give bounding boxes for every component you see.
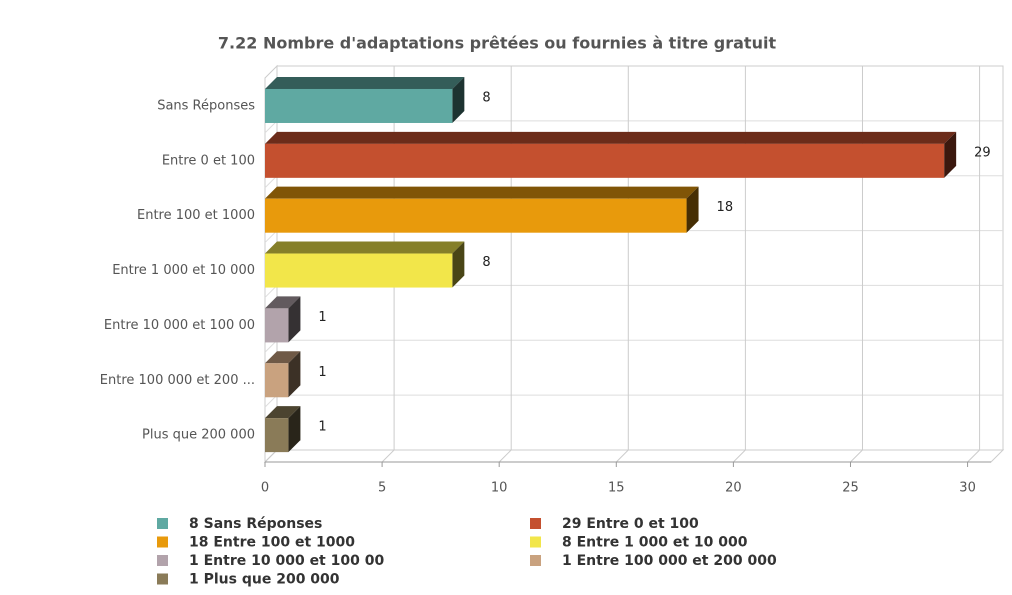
grid-line: [381, 449, 395, 463]
y-tick-label: Entre 10 000 et 100 00: [104, 318, 255, 333]
legend-swatch: [157, 555, 168, 566]
x-tick-label: 20: [725, 481, 742, 496]
x-tick-label: 10: [491, 481, 508, 496]
bar-top: [265, 76, 465, 89]
legend-label: 29 Entre 0 et 100: [562, 516, 699, 532]
value-label: 8: [482, 90, 490, 105]
bar-side: [452, 76, 465, 123]
value-label: 18: [717, 200, 734, 215]
legend-swatch: [157, 536, 168, 548]
value-label: 8: [482, 255, 490, 270]
bar: [265, 88, 453, 123]
value-label: 1: [318, 365, 326, 380]
bar: [265, 198, 687, 233]
y-tick-label: Sans Réponses: [157, 98, 255, 113]
bar: [265, 253, 453, 288]
bar-side: [452, 241, 465, 288]
legend-swatch: [157, 518, 168, 529]
bar-side: [288, 351, 301, 398]
legend-label: 8 Entre 1 000 et 10 000: [562, 535, 748, 551]
x-tick-label: 0: [261, 481, 269, 496]
bar: [265, 418, 289, 453]
x-tick-label: 30: [959, 481, 976, 496]
chart-title: 7.22 Nombre d'adaptations prêtées ou fou…: [218, 34, 777, 53]
bar-top: [265, 186, 699, 199]
value-label: 1: [318, 310, 326, 325]
bar-side: [288, 296, 301, 343]
bar-top: [265, 351, 301, 364]
legend-label: 8 Sans Réponses: [189, 516, 322, 532]
y-tick-label: Entre 100 000 et 200 ...: [100, 373, 255, 388]
legend-label: 1 Entre 10 000 et 100 00: [189, 553, 384, 569]
bar: [265, 143, 945, 178]
y-tick-label: Entre 100 et 1000: [137, 208, 255, 223]
x-tick-label: 5: [378, 481, 386, 496]
grid-line: [615, 449, 629, 463]
grid-line: [498, 449, 512, 463]
x-tick-label: 25: [842, 481, 859, 496]
value-label: 1: [318, 420, 326, 435]
legend-swatch: [530, 518, 541, 529]
value-label: 29: [974, 145, 991, 160]
legend-swatch: [530, 555, 541, 566]
bar-top: [265, 241, 465, 254]
grid-line: [733, 449, 746, 463]
bar-side: [288, 406, 301, 453]
y-tick-label: Entre 0 et 100: [162, 153, 255, 168]
x-tick-label: 15: [608, 481, 625, 496]
bar: [265, 308, 289, 343]
bar-top: [265, 296, 301, 309]
legend-swatch: [157, 573, 168, 585]
legend-label: 1 Plus que 200 000: [189, 572, 340, 588]
legend-label: 18 Entre 100 et 1000: [189, 535, 355, 551]
legend-swatch: [530, 536, 541, 548]
bar: [265, 363, 289, 398]
legend-label: 1 Entre 100 000 et 200 000: [562, 553, 777, 569]
bar-side: [944, 131, 957, 178]
bar-top: [265, 406, 301, 419]
grid-line: [850, 449, 863, 463]
y-tick-label: Plus que 200 000: [142, 428, 255, 443]
bar-top: [265, 131, 957, 144]
bar-side: [686, 186, 699, 233]
floor: [263, 449, 1005, 463]
grid-line: [967, 449, 980, 463]
y-tick-label: Entre 1 000 et 10 000: [112, 263, 255, 278]
